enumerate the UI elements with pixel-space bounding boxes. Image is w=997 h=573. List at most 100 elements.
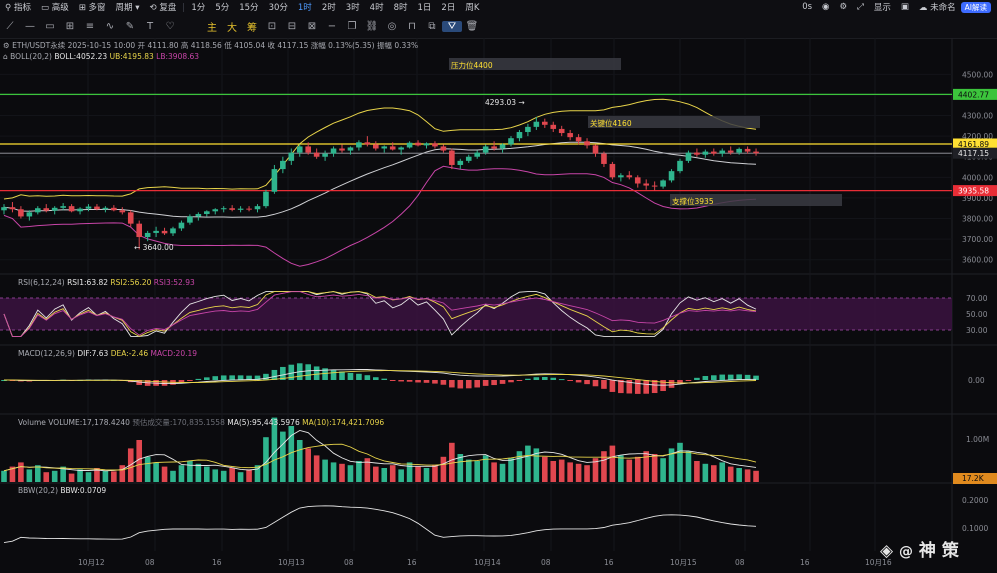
camera-icon[interactable]: ◉ [822,2,830,12]
rsi-panel [0,291,952,337]
tab-interval-3[interactable]: 30分 [268,3,288,13]
toolbar-item-multiwindow[interactable]: ⊞ 多窗 [78,3,106,13]
volume-bar [9,466,16,482]
copy-icon[interactable]: ❐ [347,20,357,32]
macd-bar [508,380,514,383]
candle-body [347,147,354,151]
tab-interval-7[interactable]: 4时 [369,3,384,13]
candle-body [406,142,413,148]
x-tick-label: 08 [735,558,745,567]
filter-icon[interactable]: ⛛ [442,20,462,32]
candle-body [9,207,16,210]
tab-interval-2[interactable]: 15分 [239,3,259,13]
toolbar-item-advanced[interactable]: ▭ 高级 [40,3,69,13]
volume-bar [660,458,666,482]
minus-icon[interactable]: − [327,20,337,32]
measure-icon[interactable]: ⊟ [287,20,297,32]
tab-interval-8[interactable]: 8时 [393,3,408,13]
volume-bar [736,468,742,482]
macd-bar [643,380,649,394]
bell-icon[interactable]: ⌂ [3,52,8,61]
candle-body [415,142,421,146]
volume-bar [525,445,531,482]
volume-bar [694,461,700,482]
tab-interval-4[interactable]: 1时 [297,3,312,13]
link-icon[interactable]: ⛓ [365,20,379,32]
macd-bar [229,375,235,380]
layout-icon[interactable]: ▣ [900,2,909,12]
tab-interval-10[interactable]: 2日 [441,3,456,13]
candle-body [626,175,633,178]
candle-body [195,213,202,217]
chart-canvas[interactable]: 10月12 08 16 10月13 08 16 10月14 08 16 10月15 08 16 10月1… [0,38,997,573]
settings-icon[interactable]: ⚙ [3,41,10,50]
macd-bar [246,375,252,380]
rect-tool-icon[interactable]: ▭ [45,20,55,32]
toolbar-item-period[interactable]: 周期 ▾ [115,3,140,13]
macd-bar [668,380,675,388]
line-tool-icon[interactable]: ⟋ [6,20,14,32]
pen-tool-icon[interactable]: ✎ [125,20,135,32]
volume-bar [330,462,337,482]
candle-body [153,230,159,233]
tab-interval-11[interactable]: 周K [465,3,480,13]
volume-bar [727,466,734,482]
volume-bar [449,442,455,482]
x-tick-label: 08 [541,558,551,567]
macd-bar [550,377,557,380]
tab-interval-6[interactable]: 3时 [345,3,360,13]
cloud-icon[interactable]: ☁ 未命名 [918,3,956,13]
large-order-button[interactable]: 大 [227,22,237,34]
toolbar-item-indicator[interactable]: ⚲ 指标 [5,3,31,13]
volume-bar [229,468,235,482]
ruler-icon[interactable]: ⊠ [307,20,317,32]
layers-icon[interactable]: ⧉ [428,20,436,32]
overlay: 压力位4400 关键位4160 支撑位3935 4293.03 → ← 3640.00 4… [134,58,997,484]
lock-icon[interactable]: ⊓ [408,20,416,32]
macd-bar [178,380,185,383]
grid-tool-icon[interactable]: ⊞ [65,20,75,32]
pressure-price-tag-bg [953,88,997,100]
volume-bar [651,454,658,482]
tab-interval-1[interactable]: 5分 [215,3,230,13]
candle-body [736,148,742,153]
macd-bar [322,368,328,380]
tab-interval-9[interactable]: 1日 [417,3,432,13]
candle-body [220,208,227,210]
volume-bar [584,465,590,482]
volume-bar [440,456,447,482]
display-button[interactable]: 显示 [873,3,891,13]
fullscreen-icon[interactable]: ⤢ [857,2,864,12]
candle-body [271,169,278,192]
pressure-price-tag: 4402.77 [958,90,989,99]
macd-bar [347,372,354,380]
text-tool-icon[interactable]: T [146,20,154,32]
tab-interval-0[interactable]: 1分 [191,3,206,13]
macd-bar [406,380,413,382]
settings-icon[interactable]: ⚙ [839,2,848,12]
macd-bar [542,376,548,380]
replay-icon: ⟲ [149,3,157,13]
trash-icon[interactable]: 🗑 [465,20,479,32]
tab-interval-5[interactable]: 2时 [321,3,336,13]
eye-icon[interactable]: ◎ [387,20,397,32]
candle-body [144,232,151,238]
magnet-icon[interactable]: ⊡ [267,20,277,32]
ai-interpret-button[interactable]: AI解读 [960,1,991,13]
macd-bar [744,374,751,380]
toolbar-item-replay[interactable]: ⟲ 复盘 [149,3,177,13]
price-axis-label: 4200.00 [962,132,993,141]
candle-body [187,216,193,223]
fib-tool-icon[interactable]: ≡ [85,20,95,32]
macd-bar [618,380,624,394]
hline-tool-icon[interactable]: — [25,20,35,32]
chip-button[interactable]: 筹 [247,22,257,34]
heart-icon[interactable]: ♡ [165,20,175,32]
wave-tool-icon[interactable]: ∿ [105,20,115,32]
candle-body [381,146,388,149]
main-indicator-button[interactable]: 主 [207,22,217,34]
candle-body [51,207,58,211]
macd-bar [753,375,759,380]
volume-bar [423,468,430,482]
volume-bar [389,465,396,482]
